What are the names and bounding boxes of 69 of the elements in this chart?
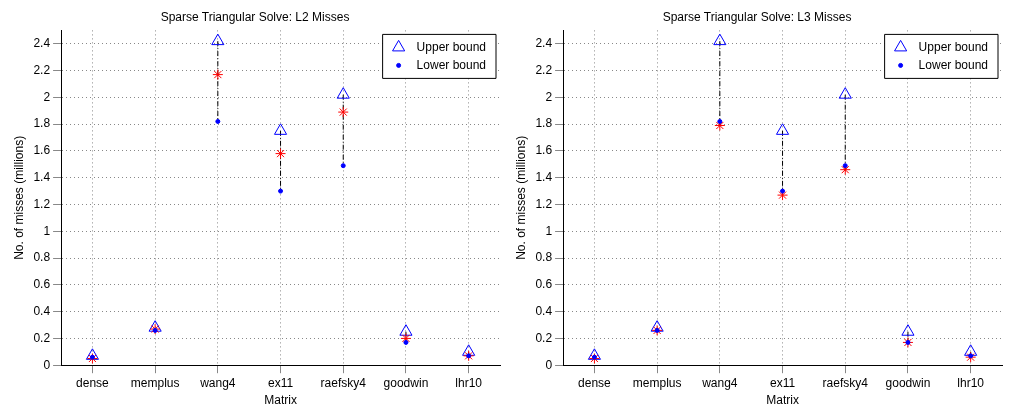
x-tick-label: raefsky4 xyxy=(822,375,869,390)
y-tick-label: 0.8 xyxy=(535,250,553,265)
point xyxy=(713,33,727,46)
x-tick-label: raefsky4 xyxy=(320,375,367,390)
x-tick-label: goodwin xyxy=(383,375,429,390)
x-tick-label: lhr10 xyxy=(957,375,985,390)
y-tick-label: 1.6 xyxy=(33,143,51,158)
point xyxy=(336,87,350,99)
point xyxy=(462,344,476,356)
point xyxy=(211,33,225,46)
point xyxy=(650,320,664,332)
legend-label: Lower bound xyxy=(416,57,486,72)
y-tick-label: 1.8 xyxy=(535,116,553,131)
y-axis-title: No. of misses (millions) xyxy=(513,135,528,260)
y-tick-label: 1 xyxy=(43,223,51,238)
x-axis-title: Matrix xyxy=(264,393,297,408)
x-tick-label: memplus xyxy=(130,375,180,390)
x-tick-label: wang4 xyxy=(701,375,738,390)
point xyxy=(85,348,99,360)
chart-title: Sparse Triangular Solve: L2 Misses xyxy=(160,9,350,24)
y-tick-label: 1 xyxy=(545,223,553,238)
point xyxy=(965,351,977,363)
y-tick-label: 2 xyxy=(43,89,51,104)
y-axis-title: No. of misses (millions) xyxy=(11,135,26,260)
y-tick-label: 2.2 xyxy=(535,62,553,77)
y-tick-label: 0.2 xyxy=(535,330,553,345)
x-axis-title: Matrix xyxy=(766,393,799,408)
y-tick-label: 2.2 xyxy=(33,62,51,77)
point xyxy=(275,148,287,160)
point xyxy=(964,344,978,356)
point xyxy=(337,106,349,118)
y-tick-label: 0.2 xyxy=(33,330,51,345)
x-tick-label: lhr10 xyxy=(455,375,483,390)
x-tick-label: memplus xyxy=(632,375,682,390)
legend-label: Lower bound xyxy=(918,57,988,72)
y-tick-label: 0 xyxy=(545,357,553,372)
y-tick-label: 2.4 xyxy=(535,36,553,51)
point xyxy=(399,324,413,336)
legend-label: Upper bound xyxy=(918,39,988,54)
y-tick-label: 0 xyxy=(43,357,51,372)
point xyxy=(212,69,224,81)
y-tick-label: 1.2 xyxy=(33,196,51,211)
y-tick-label: 2 xyxy=(545,89,553,104)
point xyxy=(588,353,600,364)
x-tick-label: ex11 xyxy=(769,375,796,390)
y-tick-label: 1.6 xyxy=(535,143,553,158)
point xyxy=(273,123,288,135)
x-tick-label: dense xyxy=(578,375,612,390)
y-tick-label: 0.4 xyxy=(33,303,51,318)
y-tick-label: 2.4 xyxy=(33,36,51,51)
point xyxy=(587,348,601,360)
y-tick-label: 1.4 xyxy=(33,170,51,185)
point xyxy=(86,353,98,364)
chart-title: Sparse Triangular Solve: L3 Misses xyxy=(662,9,852,24)
x-tick-label: goodwin xyxy=(885,375,931,390)
legend-label: Upper bound xyxy=(416,39,486,54)
x-tick-label: dense xyxy=(76,375,110,390)
x-tick-label: wang4 xyxy=(199,375,236,390)
y-tick-label: 0.6 xyxy=(535,277,553,292)
y-tick-label: 1.4 xyxy=(535,170,553,185)
x-tick-label: ex11 xyxy=(267,375,294,390)
y-tick-label: 0.6 xyxy=(33,277,51,292)
y-tick-label: 0.4 xyxy=(535,303,553,318)
y-tick-label: 0.8 xyxy=(33,250,51,265)
point xyxy=(838,87,852,99)
point xyxy=(775,123,790,135)
y-tick-label: 1.8 xyxy=(33,116,51,131)
point xyxy=(901,324,915,336)
y-tick-label: 1.2 xyxy=(535,196,553,211)
